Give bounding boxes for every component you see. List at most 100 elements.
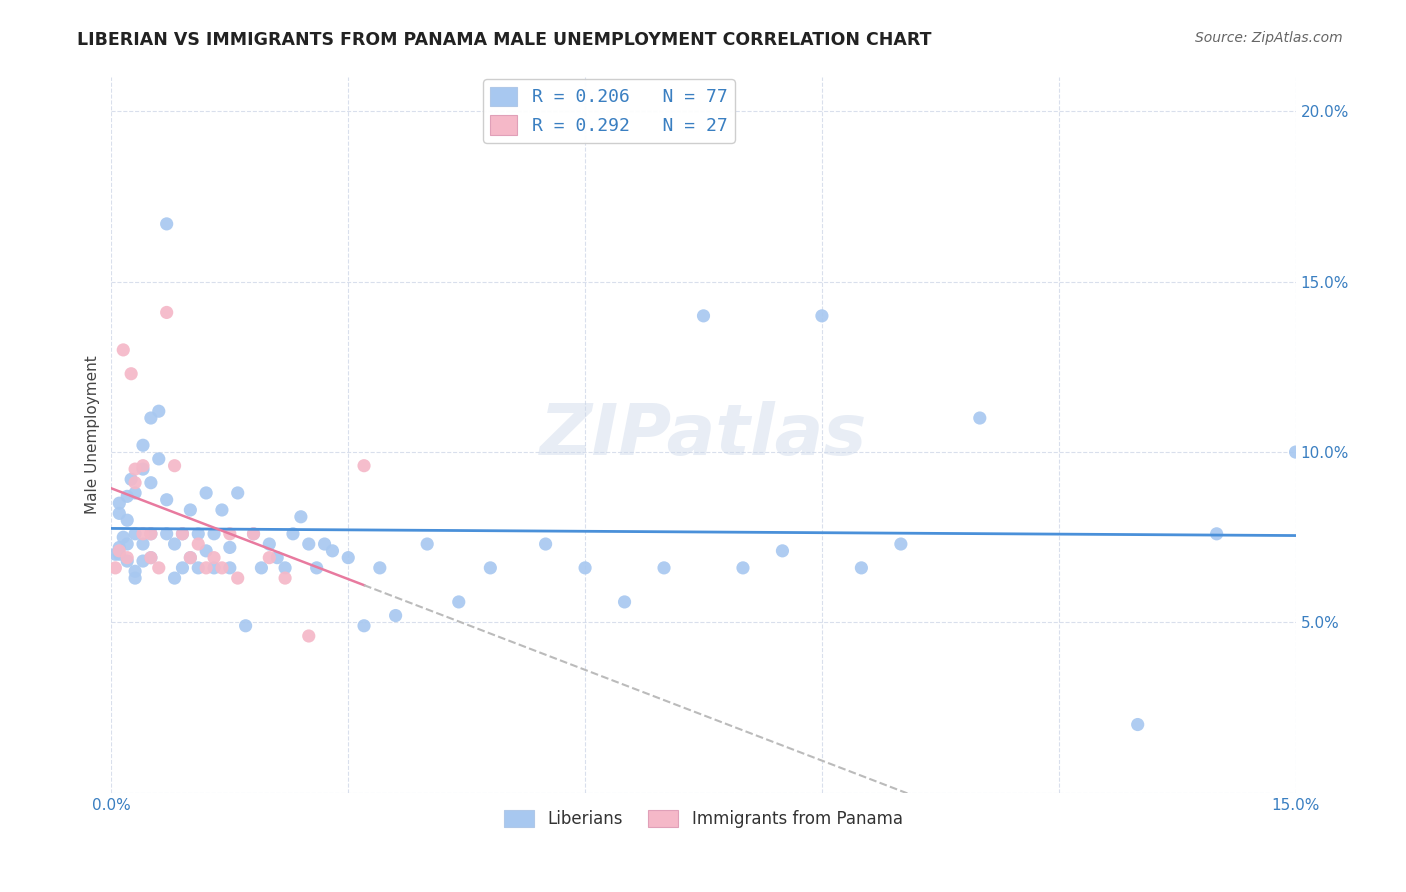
Point [281,526,304,541]
Point [112,343,135,357]
Point [139,526,162,541]
Point [218,526,240,541]
Point [235,619,257,633]
Point [772,544,794,558]
Point [202,561,225,575]
Point [202,550,225,565]
Point [298,537,321,551]
Point [321,544,343,558]
Point [132,554,155,568]
Point [574,561,596,575]
Point [447,595,470,609]
Point [132,526,155,541]
Point [179,550,201,565]
Point [132,438,155,452]
Point [1205,526,1227,541]
Point [211,561,233,575]
Point [115,537,138,551]
Point [274,571,297,585]
Point [139,550,162,565]
Point [179,503,201,517]
Point [1126,717,1149,731]
Point [274,561,297,575]
Point [108,507,131,521]
Point [108,544,131,558]
Point [479,561,502,575]
Point [613,595,636,609]
Point [120,367,142,381]
Point [112,530,135,544]
Point [218,561,240,575]
Point [104,561,127,575]
Point [187,537,209,551]
Point [259,550,281,565]
Point [290,509,312,524]
Point [211,503,233,517]
Point [187,526,209,541]
Point [226,486,249,500]
Point [104,547,127,561]
Point [259,537,281,551]
Point [124,462,146,476]
Point [314,537,336,551]
Text: Source: ZipAtlas.com: Source: ZipAtlas.com [1195,31,1343,45]
Point [384,608,406,623]
Point [195,486,218,500]
Point [148,561,170,575]
Point [115,554,138,568]
Point [353,458,375,473]
Point [179,550,201,565]
Point [731,561,754,575]
Point [120,472,142,486]
Point [1284,445,1306,459]
Point [337,550,360,565]
Point [148,404,170,418]
Point [172,526,194,541]
Point [353,619,375,633]
Point [156,217,179,231]
Point [132,462,155,476]
Point [890,537,912,551]
Point [242,526,264,541]
Point [187,561,209,575]
Point [156,526,179,541]
Point [115,513,138,527]
Point [242,526,264,541]
Point [139,411,162,425]
Point [163,571,186,585]
Point [368,561,391,575]
Point [124,526,146,541]
Point [172,526,194,541]
Point [195,561,218,575]
Point [124,571,146,585]
Point [108,496,131,510]
Point [108,547,131,561]
Point [851,561,873,575]
Point [534,537,557,551]
Point [115,550,138,565]
Point [108,541,131,555]
Point [124,475,146,490]
Text: ZIPatlas: ZIPatlas [540,401,868,469]
Point [172,561,194,575]
Legend: Liberians, Immigrants from Panama: Liberians, Immigrants from Panama [498,803,910,834]
Point [969,411,991,425]
Point [132,537,155,551]
Point [139,550,162,565]
Point [139,475,162,490]
Point [163,537,186,551]
Point [266,550,288,565]
Point [202,526,225,541]
Point [305,561,328,575]
Point [124,564,146,578]
Point [195,544,218,558]
Point [148,451,170,466]
Point [298,629,321,643]
Y-axis label: Male Unemployment: Male Unemployment [86,356,100,515]
Point [139,526,162,541]
Point [218,541,240,555]
Point [156,492,179,507]
Point [811,309,834,323]
Point [132,458,155,473]
Point [692,309,714,323]
